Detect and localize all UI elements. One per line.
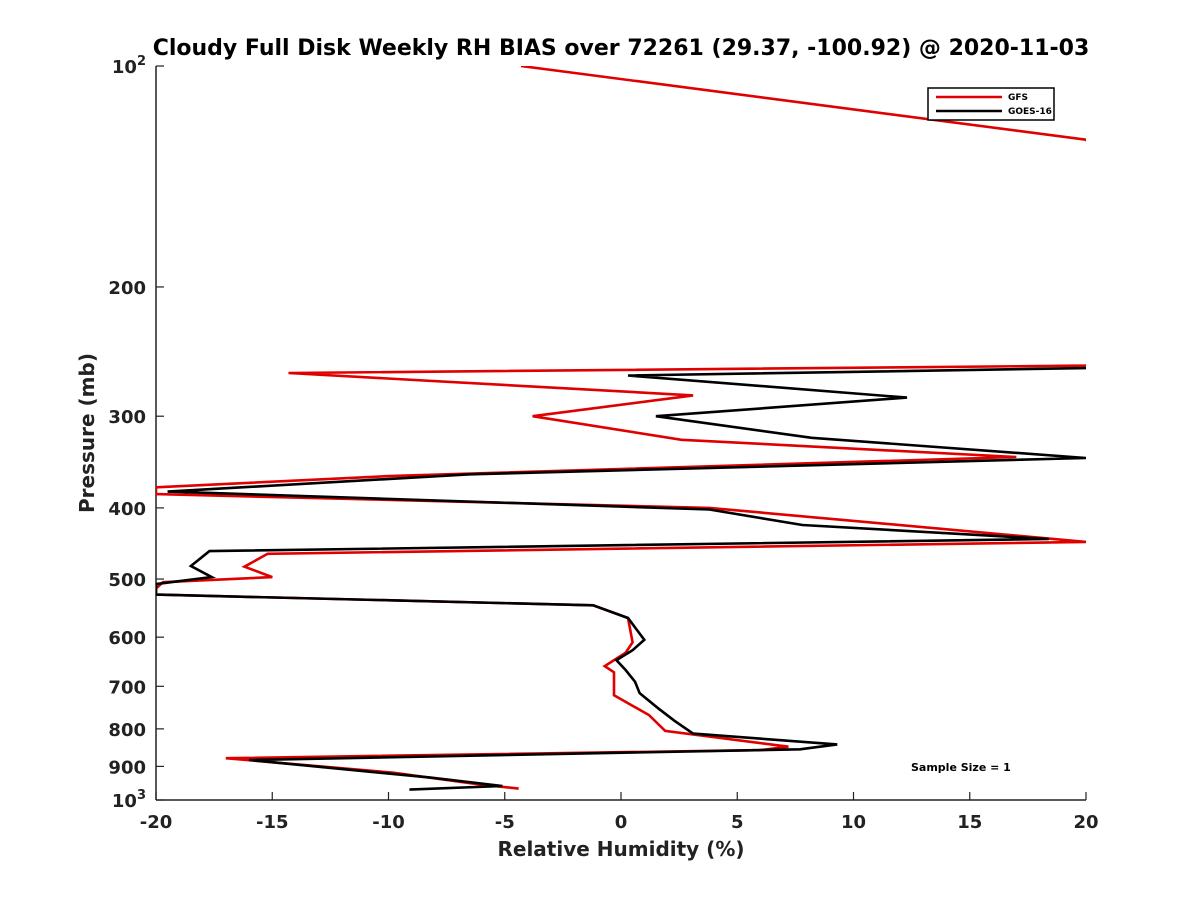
y-tick-label: 102 [112, 54, 146, 78]
chart-title: Cloudy Full Disk Weekly RH BIAS over 722… [153, 36, 1090, 61]
legend-box [927, 87, 1055, 121]
x-tick-label: 0 [615, 812, 628, 833]
x-ticks: -20 -15 -10 -5 0 5 10 15 20 [140, 792, 1099, 833]
legend-label-goes16: GOES-16 [1008, 107, 1052, 117]
x-axis-label: Relative Humidity (%) [497, 837, 744, 861]
x-tick-label: 15 [957, 812, 982, 833]
y-tick-label: 900 [108, 757, 146, 778]
y-tick-label: 300 [108, 407, 146, 428]
y-tick-label: 103 [112, 788, 146, 812]
x-tick-label: 5 [731, 812, 744, 833]
y-axis-label: Pressure (mb) [75, 353, 99, 513]
x-tick-label: -5 [495, 812, 515, 833]
y-tick-label: 700 [108, 677, 146, 698]
y-ticks: 102 200 300 400 500 600 700 800 900 103 [108, 54, 164, 812]
series-line-goes16 [156, 366, 1086, 791]
series-line-gfs [156, 66, 1086, 790]
x-tick-label: -20 [140, 812, 173, 833]
legend: GFS GOES-16 [927, 87, 1055, 121]
x-tick-label: 10 [841, 812, 866, 833]
x-tick-label: -10 [372, 812, 405, 833]
y-tick-label: 200 [108, 278, 146, 299]
series-layer [156, 66, 1086, 791]
y-tick-label: 800 [108, 720, 146, 741]
x-tick-label: -15 [256, 812, 289, 833]
x-tick-label: 20 [1073, 812, 1098, 833]
y-tick-label: 600 [108, 628, 146, 649]
legend-label-gfs: GFS [1008, 93, 1028, 103]
y-tick-label: 400 [108, 499, 146, 520]
y-tick-label: 500 [108, 570, 146, 591]
sample-size-annotation: Sample Size = 1 [911, 761, 1011, 774]
